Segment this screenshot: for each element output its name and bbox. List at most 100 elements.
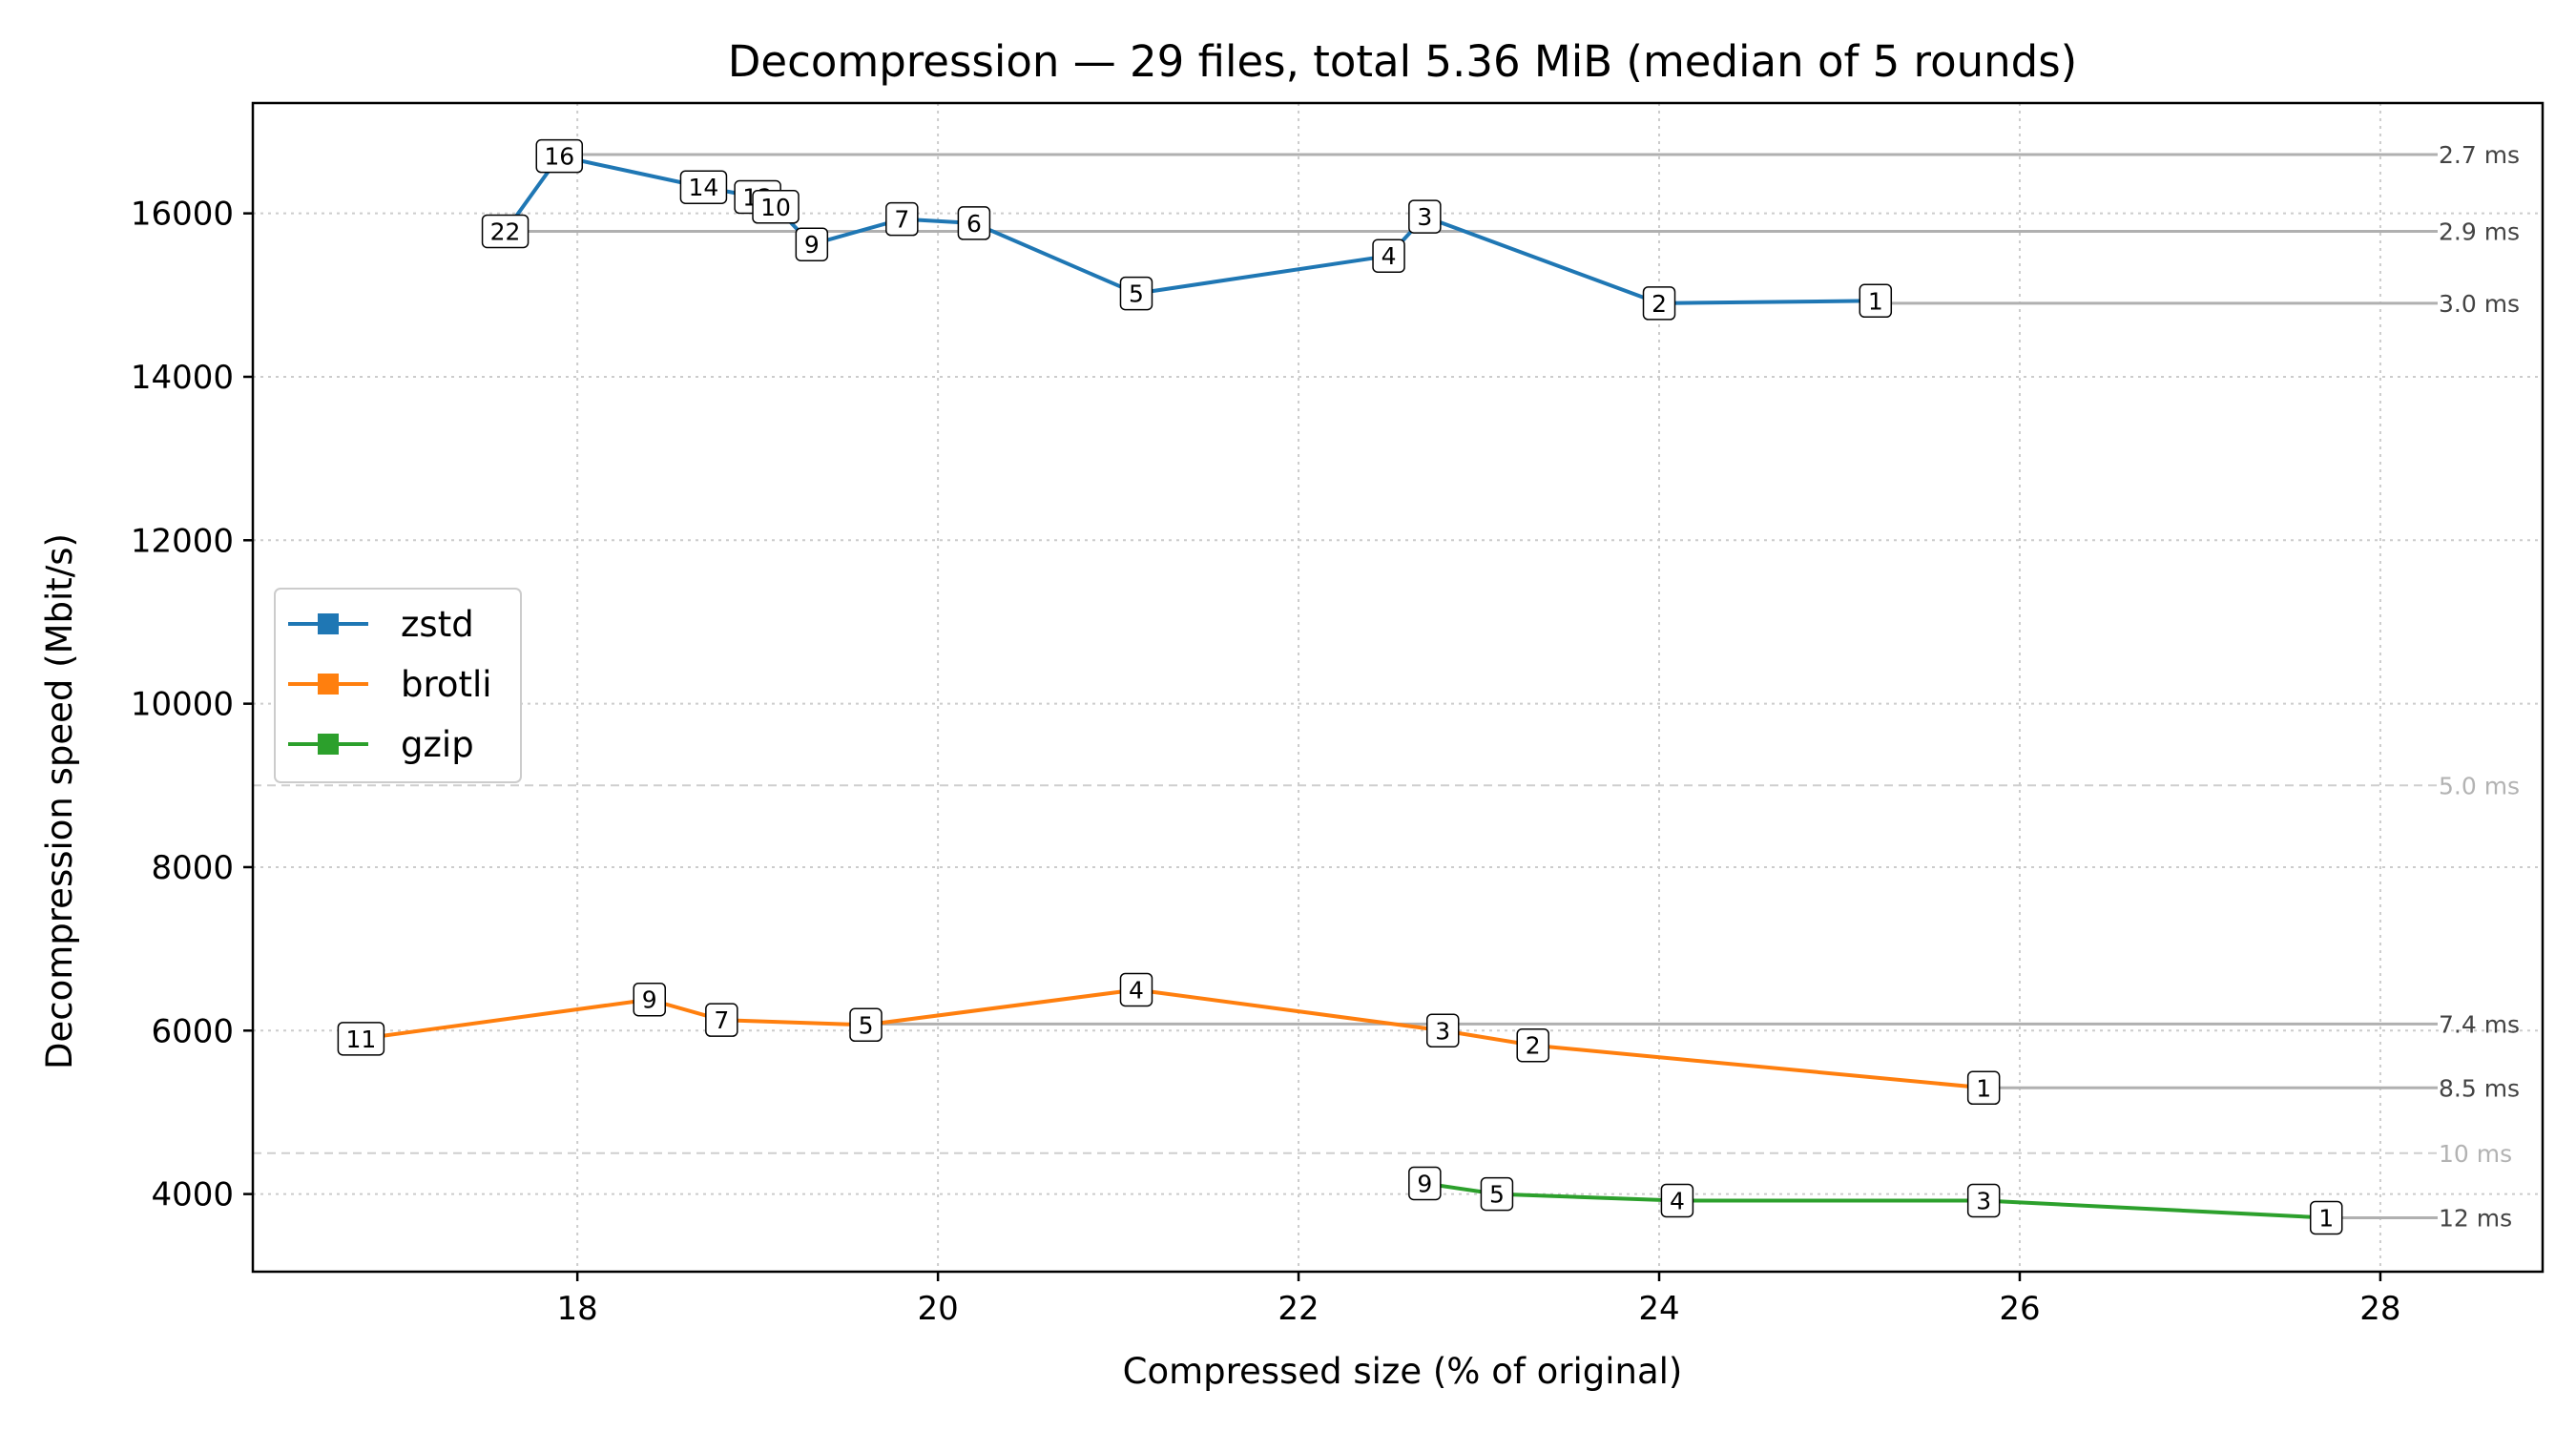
data-point-zstd: 9 <box>795 227 829 261</box>
data-point-box <box>1859 283 1893 319</box>
reference-line-label: 3.0 ms <box>2439 290 2520 318</box>
y-tick-label: 6000 <box>151 1012 234 1050</box>
data-point-gzip: 9 <box>1408 1166 1442 1201</box>
legend-marker <box>318 734 339 755</box>
reference-line-label: 10 ms <box>2439 1140 2512 1168</box>
data-point-box <box>752 190 800 224</box>
data-point-zstd: 6 <box>957 206 991 240</box>
reference-line-label: 12 ms <box>2439 1204 2512 1232</box>
data-point-box <box>337 1022 385 1056</box>
data-point-box <box>1660 1183 1694 1218</box>
data-point-box <box>2309 1200 2343 1235</box>
plot-frame <box>251 101 2545 1274</box>
legend: zstd brotli gzip <box>274 588 522 783</box>
legend-label: zstd <box>401 604 474 645</box>
data-point-box <box>849 1007 883 1043</box>
data-point-box <box>1966 1183 2001 1218</box>
x-tick-label: 24 <box>1638 1290 1679 1328</box>
data-point-box <box>885 201 919 237</box>
data-point-label: 6 <box>966 210 982 238</box>
data-point-zstd: 3 <box>1408 199 1442 234</box>
y-tick-label: 16000 <box>131 196 234 234</box>
data-point-zstd: 7 <box>885 201 919 237</box>
y-tick-label: 10000 <box>131 686 234 724</box>
data-point-label: 5 <box>1129 280 1144 308</box>
data-point-zstd: 10 <box>752 190 800 224</box>
y-tick-label: 12000 <box>131 522 234 560</box>
legend-marker <box>318 613 339 634</box>
y-axis-title: Decompression speed (Mbit/s) <box>39 533 80 1069</box>
data-point-label: 9 <box>1417 1170 1432 1197</box>
data-point-label: 4 <box>1129 976 1144 1004</box>
reference-line-label: 2.9 ms <box>2439 218 2520 245</box>
data-point-zstd: 16 <box>535 138 584 174</box>
data-point-label: 1 <box>1976 1074 1991 1102</box>
data-point-label: 7 <box>714 1006 729 1034</box>
y-tick-label: 8000 <box>151 849 234 887</box>
data-point-zstd: 14 <box>679 170 728 204</box>
data-point-label: 5 <box>1489 1181 1505 1209</box>
data-point-zstd: 22 <box>481 214 530 249</box>
data-point-zstd: 2 <box>1642 286 1676 321</box>
legend-item-brotli: brotli <box>288 664 492 705</box>
data-point-brotli: 5 <box>849 1007 883 1043</box>
legend-item-gzip: gzip <box>288 724 474 765</box>
data-point-zstd: 1 <box>1859 283 1893 319</box>
data-point-box <box>1372 238 1405 273</box>
data-point-box <box>1425 1013 1460 1048</box>
data-point-brotli: 4 <box>1119 972 1153 1007</box>
data-point-label: 4 <box>1381 242 1397 270</box>
series-line-brotli <box>361 987 1984 1090</box>
data-point-label: 14 <box>689 174 719 201</box>
data-point-gzip: 3 <box>1966 1183 2001 1218</box>
series-line-gzip <box>1424 1181 2327 1220</box>
x-tick-label: 22 <box>1278 1290 1319 1328</box>
data-point-gzip: 5 <box>1480 1176 1514 1212</box>
data-point-label: 3 <box>1976 1187 1991 1214</box>
data-point-label: 1 <box>2318 1204 2334 1232</box>
reference-line-label: 2.7 ms <box>2439 141 2520 169</box>
data-point-label: 5 <box>859 1011 874 1039</box>
data-point-zstd: 5 <box>1119 276 1153 311</box>
data-point-box <box>705 1003 738 1037</box>
plot-area: 2.7 ms 2.9 ms 3.0 ms 5.0 ms 7.4 ms 8.5 ms 10 m… <box>131 101 2545 1328</box>
data-point-box <box>679 170 728 204</box>
data-point-brotli: 11 <box>337 1022 385 1056</box>
data-point-gzip: 4 <box>1660 1183 1694 1218</box>
data-point-label: 9 <box>642 986 657 1014</box>
data-point-label: 2 <box>1652 290 1667 318</box>
data-point-box <box>1119 276 1153 311</box>
data-point-brotli: 3 <box>1425 1013 1460 1048</box>
data-point-box <box>1480 1176 1514 1212</box>
data-point-box <box>1642 286 1676 321</box>
legend-label: gzip <box>401 724 474 765</box>
data-point-label: 1 <box>1868 287 1883 315</box>
y-tick-label: 14000 <box>131 359 234 397</box>
data-point-brotli: 1 <box>1966 1070 2001 1106</box>
x-tick-label: 18 <box>557 1290 598 1328</box>
data-point-label: 11 <box>345 1026 376 1053</box>
data-point-label: 22 <box>490 218 521 245</box>
data-point-brotli: 9 <box>633 982 666 1017</box>
data-point-label: 10 <box>760 194 791 221</box>
reference-line-label: 5.0 ms <box>2439 772 2520 799</box>
data-point-box <box>535 138 584 174</box>
data-point-label: 3 <box>1435 1017 1450 1045</box>
legend-marker <box>318 674 339 695</box>
data-point-box <box>1408 199 1442 234</box>
data-point-label: 9 <box>804 231 820 259</box>
data-point-label: 16 <box>544 143 574 171</box>
data-point-box <box>633 982 666 1017</box>
x-tick-label: 28 <box>2359 1290 2400 1328</box>
data-point-box <box>1408 1166 1442 1201</box>
chart-title: Decompression — 29 files, total 5.36 MiB… <box>728 36 2077 87</box>
data-point-box <box>1119 972 1153 1007</box>
data-point-box <box>957 206 991 240</box>
data-point-box <box>1966 1070 2001 1106</box>
y-tick-label: 4000 <box>151 1176 234 1214</box>
legend-item-zstd: zstd <box>288 604 474 645</box>
data-point-label: 7 <box>894 206 909 234</box>
data-point-box <box>795 227 829 261</box>
data-point-label: 2 <box>1526 1032 1541 1060</box>
